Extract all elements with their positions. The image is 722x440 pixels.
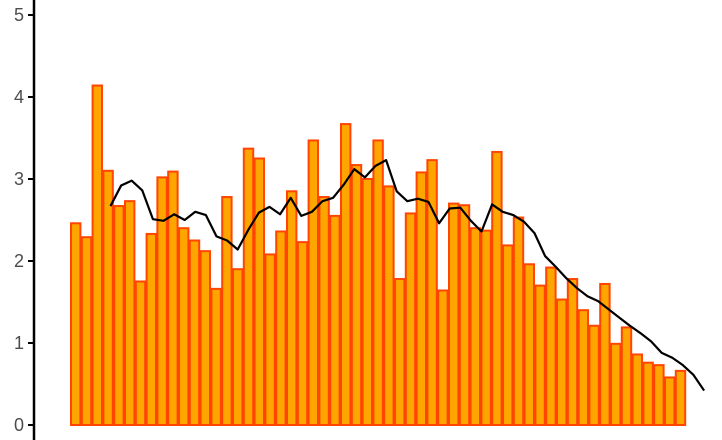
bar bbox=[588, 324, 600, 426]
bar bbox=[145, 232, 158, 426]
bar bbox=[566, 278, 579, 427]
bar bbox=[631, 353, 643, 427]
bar bbox=[404, 212, 417, 426]
bar bbox=[545, 266, 557, 426]
bar bbox=[91, 84, 103, 427]
trend-line bbox=[109, 159, 706, 392]
bar bbox=[253, 157, 266, 426]
bar bbox=[296, 241, 309, 426]
bar bbox=[70, 222, 82, 426]
bar bbox=[372, 139, 384, 427]
bar bbox=[426, 159, 438, 426]
bar bbox=[264, 253, 276, 426]
bar bbox=[642, 361, 654, 426]
bar bbox=[502, 244, 514, 426]
y-tick-label: 1 bbox=[14, 333, 24, 353]
bar bbox=[534, 284, 546, 426]
bar bbox=[458, 204, 471, 426]
bar bbox=[329, 214, 341, 426]
bar bbox=[221, 196, 233, 426]
bar bbox=[242, 147, 255, 426]
y-tick-label: 0 bbox=[14, 415, 24, 435]
bar bbox=[232, 268, 244, 427]
bar bbox=[156, 176, 168, 426]
y-axis: 0 1 2 3 4 5 bbox=[14, 0, 36, 440]
bar bbox=[80, 236, 93, 426]
bar bbox=[286, 190, 298, 426]
bar bbox=[577, 309, 589, 427]
bar bbox=[620, 326, 633, 427]
bar bbox=[102, 169, 114, 426]
bar bbox=[674, 369, 687, 427]
bar bbox=[340, 123, 352, 426]
bar bbox=[469, 227, 482, 426]
bar bbox=[448, 202, 460, 426]
y-tick-label: 2 bbox=[14, 251, 24, 271]
bar bbox=[134, 280, 147, 426]
y-tick-label: 3 bbox=[14, 169, 24, 189]
bar bbox=[318, 196, 330, 426]
bar bbox=[113, 205, 125, 426]
bar bbox=[350, 164, 363, 426]
bar bbox=[664, 376, 676, 427]
bar bbox=[556, 298, 568, 427]
y-tick-label: 4 bbox=[14, 87, 24, 107]
bar bbox=[653, 364, 665, 427]
bar bbox=[361, 178, 374, 426]
bar bbox=[394, 278, 406, 427]
bar-series bbox=[70, 84, 687, 427]
bar bbox=[415, 171, 428, 426]
bar bbox=[610, 342, 622, 427]
bar bbox=[188, 239, 201, 426]
bar bbox=[599, 282, 611, 426]
bar bbox=[523, 263, 535, 426]
bar bbox=[491, 150, 503, 426]
bar bbox=[178, 227, 190, 426]
bar bbox=[437, 289, 449, 426]
bar bbox=[307, 139, 320, 427]
bar bbox=[210, 287, 222, 426]
bar bbox=[512, 216, 525, 426]
bar bbox=[480, 229, 492, 426]
y-tick-label: 5 bbox=[14, 5, 24, 25]
bar bbox=[383, 185, 395, 426]
bar bbox=[275, 230, 287, 426]
bar bbox=[199, 250, 212, 426]
bar bbox=[167, 170, 179, 426]
bar bbox=[124, 200, 136, 426]
